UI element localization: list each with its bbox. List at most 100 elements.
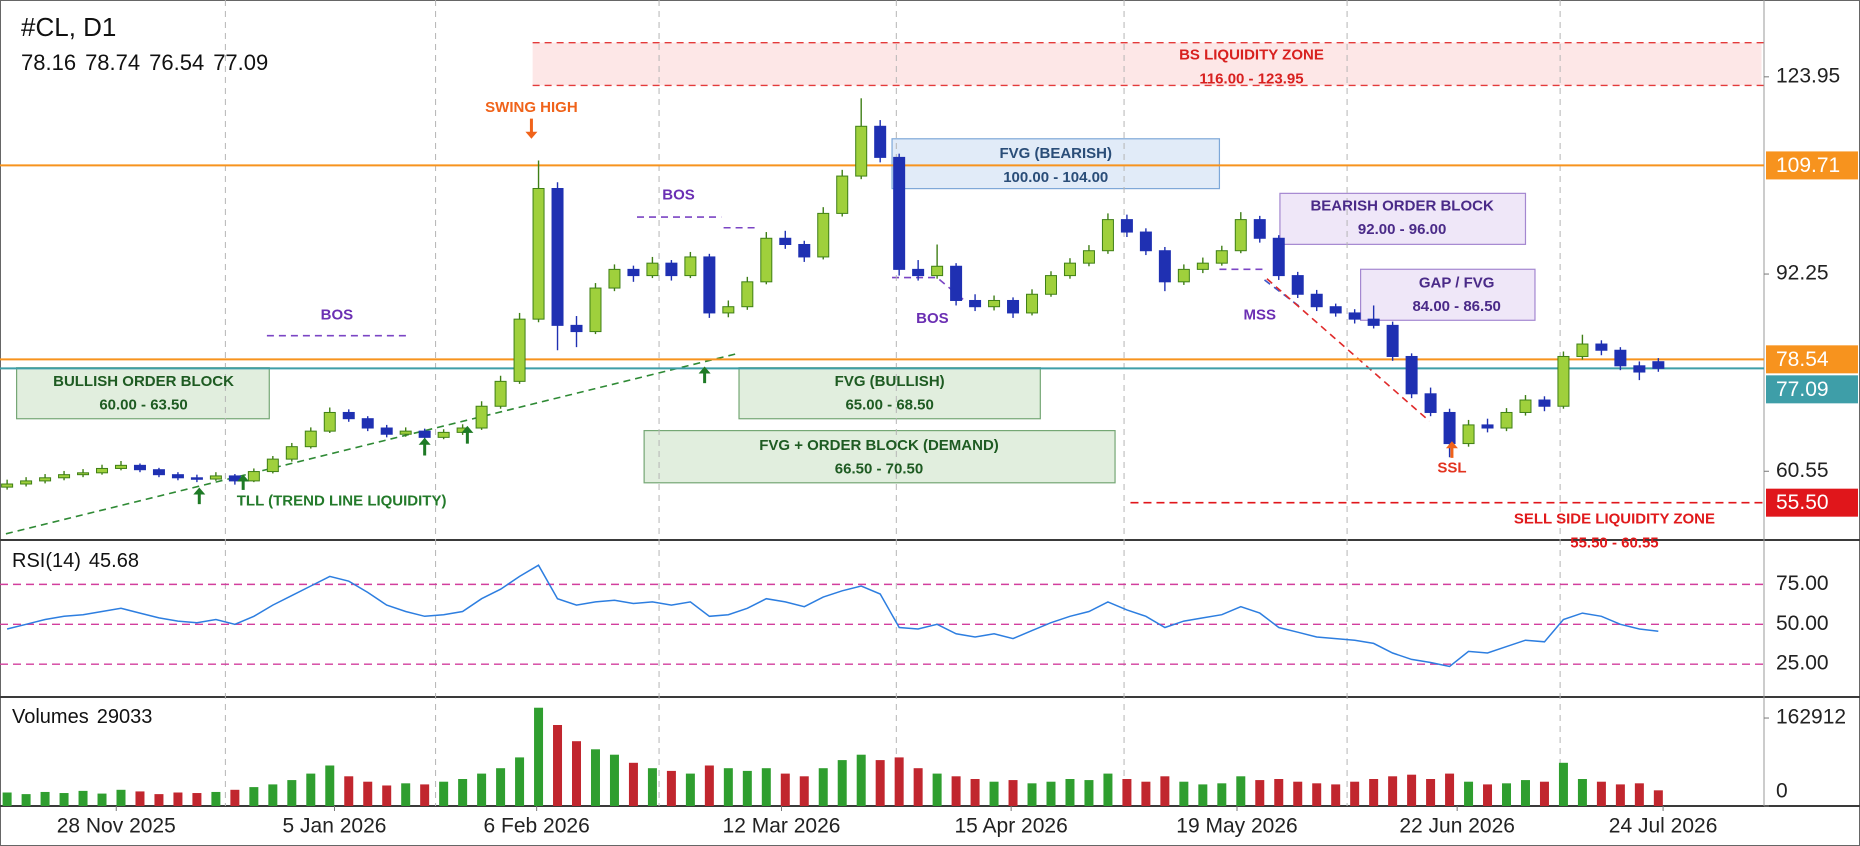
- ohlc-value: 78.16: [21, 50, 76, 75]
- candle-body: [741, 281, 754, 308]
- annotation-label: BEARISH ORDER BLOCK: [1310, 197, 1494, 214]
- candle-body: [950, 265, 963, 301]
- annotation-zone: [643, 429, 1116, 484]
- grid-layer: [0, 0, 1860, 811]
- volume-bar: [913, 768, 923, 806]
- rsi-header: RSI(14) 45.68: [12, 550, 139, 572]
- candle-body: [1044, 275, 1057, 295]
- annotation-range: 65.00 - 68.50: [845, 397, 933, 414]
- volume-bar: [116, 789, 126, 806]
- volume-bar: [647, 768, 657, 806]
- bos-line: [892, 276, 968, 304]
- volume-bar: [1502, 783, 1512, 806]
- candle-body: [437, 431, 450, 438]
- annotation-zone: [891, 138, 1221, 190]
- volume-bar: [1293, 781, 1303, 806]
- price-label: 77.09: [1776, 378, 1829, 401]
- candle-body: [1007, 299, 1020, 314]
- candle-body: [1443, 411, 1456, 445]
- annotation-range: 84.00 - 86.50: [1412, 298, 1500, 315]
- candle-body: [836, 175, 849, 214]
- x-tick-label: 28 Nov 2025: [57, 815, 176, 838]
- volume-bar: [268, 784, 278, 806]
- volume-bar: [799, 776, 809, 806]
- candle-body: [39, 477, 52, 482]
- ohlc-value: 76.54: [149, 50, 204, 75]
- candle-body: [20, 480, 33, 485]
- candle-body: [779, 237, 792, 245]
- volume-bar: [856, 754, 866, 806]
- mark-layer: [1, 98, 1665, 806]
- volume-bar: [1558, 762, 1568, 806]
- volume-bar: [1596, 781, 1606, 806]
- annotation-range: 60.00 - 63.50: [99, 397, 187, 414]
- candle-body: [1462, 424, 1475, 445]
- candle-body: [1481, 424, 1494, 429]
- volume-bar: [894, 757, 904, 806]
- price-label-box: [1766, 488, 1858, 517]
- candle-body: [1, 483, 14, 488]
- volume-bar: [628, 762, 638, 806]
- candle-body: [1177, 268, 1190, 283]
- candle-body: [551, 188, 564, 326]
- candle-body: [342, 411, 355, 420]
- candle-body: [1405, 355, 1418, 395]
- volume-bar: [439, 781, 449, 806]
- volume-bar: [1653, 790, 1663, 806]
- annotation-range: 92.00 - 96.00: [1358, 221, 1446, 238]
- candle-body: [209, 475, 222, 480]
- candle-body: [1652, 361, 1665, 369]
- volume-bar: [78, 790, 88, 806]
- candle-body: [1272, 237, 1285, 277]
- volume-bar: [2, 792, 12, 806]
- candle-body: [1614, 349, 1627, 367]
- candle-body: [380, 427, 393, 435]
- candle-body: [589, 287, 602, 333]
- text-layer: #CL, D1 28 Nov 2025 5 Jan 2026 6 Feb 2026 1…: [12, 12, 1858, 838]
- volume-bar: [1198, 784, 1208, 806]
- arrow-head: [698, 366, 711, 374]
- price-label-box: [1766, 151, 1858, 180]
- volume-bar: [1141, 781, 1151, 806]
- annotation-label: SSL: [1437, 460, 1466, 477]
- volume-bar: [1426, 779, 1436, 806]
- arrow-head: [237, 474, 250, 482]
- annotation-range: 66.50 - 70.50: [835, 461, 923, 478]
- trend-line: [5, 352, 739, 535]
- annotation-label: SELL SIDE LIQUIDITY ZONE: [1514, 511, 1715, 528]
- candle-body: [912, 268, 925, 277]
- volume-bar: [742, 770, 752, 806]
- arrow-head: [418, 437, 431, 445]
- volume-bar: [1634, 783, 1644, 806]
- volume-bar: [1027, 783, 1037, 806]
- volume-bar: [1445, 773, 1455, 806]
- annotation-label: FVG (BEARISH): [999, 145, 1112, 162]
- candle-body: [608, 268, 621, 289]
- candle-body: [684, 256, 697, 277]
- volume-bar: [666, 770, 676, 806]
- volume-bar: [1160, 776, 1170, 806]
- volume-bar: [875, 760, 885, 806]
- volume-bar: [951, 776, 961, 806]
- candle-body: [627, 268, 640, 277]
- annotation-zone: [1279, 192, 1527, 245]
- volume-name: Volumes: [12, 706, 89, 728]
- candle-body: [1367, 318, 1380, 326]
- volume-bar: [1122, 779, 1132, 806]
- candle-body: [58, 474, 71, 479]
- rsi-tick-label: 50.00: [1776, 612, 1829, 635]
- candle-body: [1234, 219, 1247, 252]
- candle-body: [418, 430, 431, 438]
- candle-body: [988, 299, 1001, 308]
- volume-bar: [590, 749, 600, 806]
- volume-bar: [192, 793, 202, 806]
- volume-bar: [572, 741, 582, 806]
- annotation-range: 100.00 - 104.00: [1003, 169, 1108, 186]
- candle-body: [1576, 343, 1589, 357]
- volume-bar: [1407, 774, 1417, 806]
- candle-body: [494, 380, 507, 407]
- annotation-range: 55.50 - 60.55: [1570, 534, 1658, 551]
- annotation-zone: [1359, 268, 1536, 321]
- volume-bar: [477, 773, 487, 806]
- volume-bar: [135, 791, 145, 806]
